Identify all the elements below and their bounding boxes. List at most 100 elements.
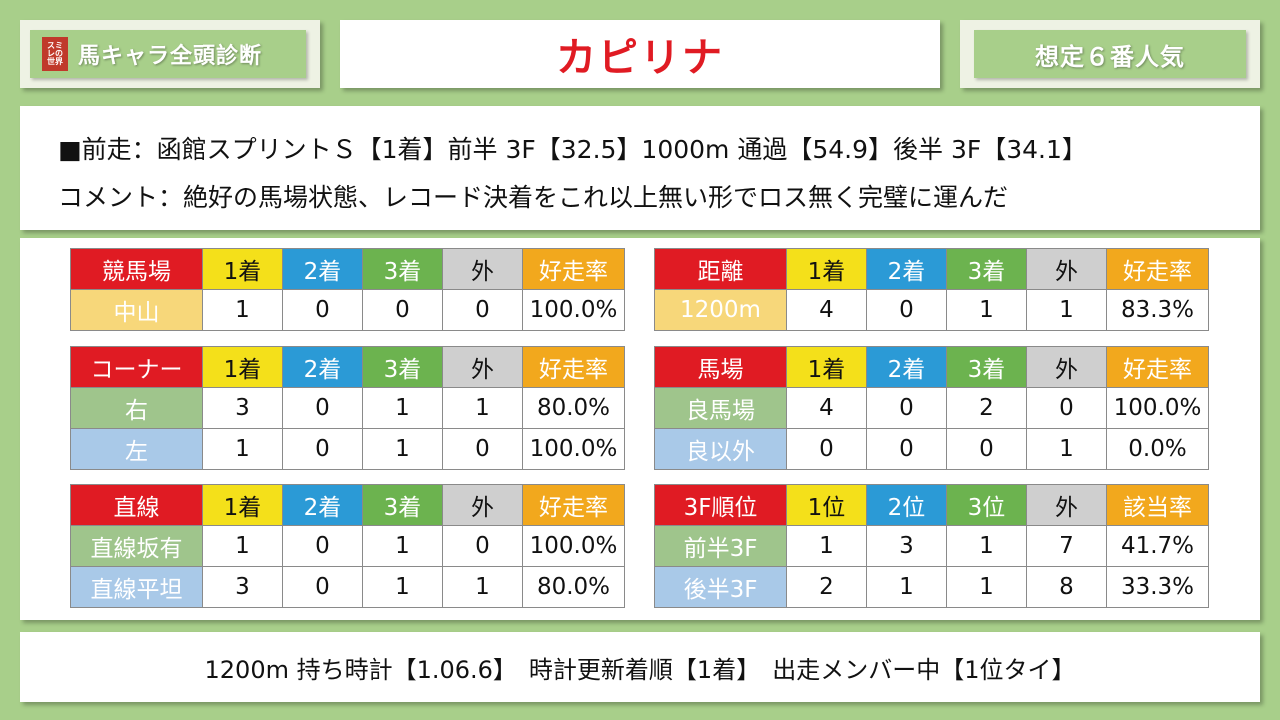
table-cell: 2 <box>786 566 867 608</box>
table-cell: 3 <box>202 387 283 429</box>
row-label: 右 <box>70 387 203 429</box>
race-info-panel: ■前走：函館スプリントＳ【1着】前半 3F【32.5】1000m 通過【54.9… <box>20 106 1260 230</box>
table-cell: 100.0% <box>1106 387 1209 429</box>
column-header: 1着 <box>786 248 867 290</box>
table-cell: 0 <box>786 428 867 470</box>
table-title: 馬場 <box>654 346 787 388</box>
column-header: 該当率 <box>1106 484 1209 526</box>
header-row: 直線 1着 2着 3着外好走率 <box>70 484 625 526</box>
going-table: 馬場 1着 2着 3着外好走率 良馬場 4 0 2 0 100.0% 良以外 0 0 0 1 0.0% <box>654 346 1209 470</box>
previous-race-line: ■前走：函館スプリントＳ【1着】前半 3F【32.5】1000m 通過【54.9… <box>58 135 1087 164</box>
table-row: 右 3 0 1 1 80.0% <box>70 387 625 429</box>
table-cell: 100.0% <box>522 428 625 470</box>
table-cell: 0 <box>282 289 363 331</box>
column-header: 3着 <box>362 248 443 290</box>
table-row: 良馬場 4 0 2 0 100.0% <box>654 387 1209 429</box>
table-cell: 0 <box>282 428 363 470</box>
pace-table: 3F順位 1位 2位 3位外該当率 前半3F 1 3 1 7 41.7% 後半3F 2 1 1 8 33.3% <box>654 484 1209 608</box>
column-header: 1着 <box>202 248 283 290</box>
table-cell: 100.0% <box>522 289 625 331</box>
table-cell: 0 <box>866 289 947 331</box>
column-header: 外 <box>442 484 523 526</box>
table-cell: 0 <box>442 525 523 567</box>
column-header: 好走率 <box>522 484 625 526</box>
row-label: 後半3F <box>654 566 787 608</box>
table-cell: 1 <box>362 428 443 470</box>
row-label: 良以外 <box>654 428 787 470</box>
table-cell: 1 <box>946 289 1027 331</box>
row-label: 直線坂有 <box>70 525 203 567</box>
column-header: 3着 <box>946 346 1027 388</box>
table-cell: 0 <box>282 387 363 429</box>
row-label: 左 <box>70 428 203 470</box>
column-header: 2着 <box>282 484 363 526</box>
column-header: 3着 <box>362 484 443 526</box>
table-cell: 2 <box>946 387 1027 429</box>
brand-panel: スミ レの 世界 馬キャラ全頭診断 <box>20 20 320 88</box>
stats-panel: 競馬場 1着 2着 3着外好走率 中山 1 0 0 0 100.0% 距離 1着 2着 3着外好走率 12… <box>20 238 1260 620</box>
table-title: 距離 <box>654 248 787 290</box>
table-title: 直線 <box>70 484 203 526</box>
table-cell: 1 <box>442 566 523 608</box>
table-cell: 0 <box>282 525 363 567</box>
table-cell: 1 <box>866 566 947 608</box>
column-header: 1着 <box>202 484 283 526</box>
column-header: 3位 <box>946 484 1027 526</box>
row-label: 良馬場 <box>654 387 787 429</box>
column-header: 外 <box>442 248 523 290</box>
table-cell: 0 <box>866 387 947 429</box>
table-cell: 1 <box>202 428 283 470</box>
table-cell: 1 <box>1026 289 1107 331</box>
table-row: 後半3F 2 1 1 8 33.3% <box>654 566 1209 608</box>
table-row: 直線平坦 3 0 1 1 80.0% <box>70 566 625 608</box>
table-cell: 1 <box>202 525 283 567</box>
table-row: 1200m 4 0 1 1 83.3% <box>654 289 1209 331</box>
track-table: 競馬場 1着 2着 3着外好走率 中山 1 0 0 0 100.0% <box>70 248 625 331</box>
table-cell: 4 <box>786 289 867 331</box>
header-row: 馬場 1着 2着 3着外好走率 <box>654 346 1209 388</box>
table-cell: 0 <box>946 428 1027 470</box>
table-cell: 7 <box>1026 525 1107 567</box>
column-header: 1位 <box>786 484 867 526</box>
footer-panel: 1200m 持ち時計【1.06.6】 時計更新着順【1着】 出走メンバー中【1位… <box>20 632 1260 702</box>
table-cell: 33.3% <box>1106 566 1209 608</box>
table-cell: 1 <box>786 525 867 567</box>
table-cell: 80.0% <box>522 387 625 429</box>
table-row: 中山 1 0 0 0 100.0% <box>70 289 625 331</box>
column-header: 2着 <box>866 346 947 388</box>
header-row: 競馬場 1着 2着 3着外好走率 <box>70 248 625 290</box>
corner-table: コーナー 1着 2着 3着外好走率右 3 0 1 1 80.0% 左 1 0 1 0 100.0% <box>70 346 625 470</box>
column-header: 1着 <box>202 346 283 388</box>
table-title: 競馬場 <box>70 248 203 290</box>
table-cell: 1 <box>202 289 283 331</box>
column-header: 2着 <box>282 346 363 388</box>
column-header: 2位 <box>866 484 947 526</box>
table-cell: 8 <box>1026 566 1107 608</box>
brand-title: 馬キャラ全頭診断 <box>78 44 263 69</box>
column-header: 外 <box>442 346 523 388</box>
popularity-panel: 想定６番人気 <box>960 20 1260 88</box>
table-row: 直線坂有 1 0 1 0 100.0% <box>70 525 625 567</box>
header-row: 距離 1着 2着 3着外好走率 <box>654 248 1209 290</box>
header-row: 3F順位 1位 2位 3位外該当率 <box>654 484 1209 526</box>
row-label: 中山 <box>70 289 203 331</box>
table-cell: 1 <box>362 566 443 608</box>
table-cell: 3 <box>866 525 947 567</box>
table-cell: 1 <box>442 387 523 429</box>
table-title: 3F順位 <box>654 484 787 526</box>
table-cell: 0 <box>866 428 947 470</box>
column-header: 2着 <box>866 248 947 290</box>
column-header: 外 <box>1026 346 1107 388</box>
row-label: 1200m <box>654 289 787 331</box>
table-cell: 0.0% <box>1106 428 1209 470</box>
column-header: 好走率 <box>522 248 625 290</box>
table-cell: 4 <box>786 387 867 429</box>
column-header: 好走率 <box>1106 346 1209 388</box>
table-cell: 0 <box>362 289 443 331</box>
brand-badge: スミ レの 世界 馬キャラ全頭診断 <box>30 30 306 78</box>
popularity-text: 想定６番人気 <box>1035 42 1185 71</box>
table-cell: 3 <box>202 566 283 608</box>
table-cell: 1 <box>946 566 1027 608</box>
column-header: 外 <box>1026 484 1107 526</box>
header-row: コーナー 1着 2着 3着外好走率 <box>70 346 625 388</box>
